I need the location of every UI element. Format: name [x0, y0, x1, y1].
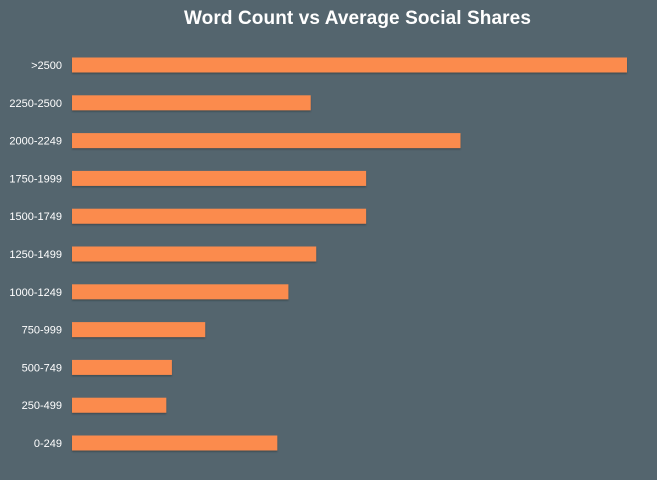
bar-8	[72, 359, 172, 375]
category-label-4: 1500-1749	[9, 211, 62, 223]
bar-5	[72, 246, 317, 262]
category-label-10: 0-249	[34, 438, 62, 450]
category-label-2: 2000-2249	[9, 136, 62, 148]
category-label-8: 500-749	[22, 362, 62, 374]
category-label-0: >2500	[31, 60, 62, 72]
category-label-5: 1250-1499	[9, 249, 62, 261]
chart-title: Word Count vs Average Social Shares	[183, 8, 531, 29]
bar-2	[72, 133, 461, 149]
category-label-7: 750-999	[22, 325, 62, 337]
bar-9	[72, 397, 167, 413]
bar-0	[72, 57, 627, 73]
category-label-1: 2250-2500	[9, 98, 62, 110]
bar-6	[72, 284, 289, 300]
bar-10	[72, 435, 278, 451]
bar-3	[72, 170, 367, 186]
bar-1	[72, 95, 311, 111]
category-label-6: 1000-1249	[9, 287, 62, 299]
bar-4	[72, 208, 367, 224]
bar-7	[72, 322, 206, 338]
category-label-9: 250-499	[22, 400, 62, 412]
category-label-3: 1750-1999	[9, 173, 62, 185]
